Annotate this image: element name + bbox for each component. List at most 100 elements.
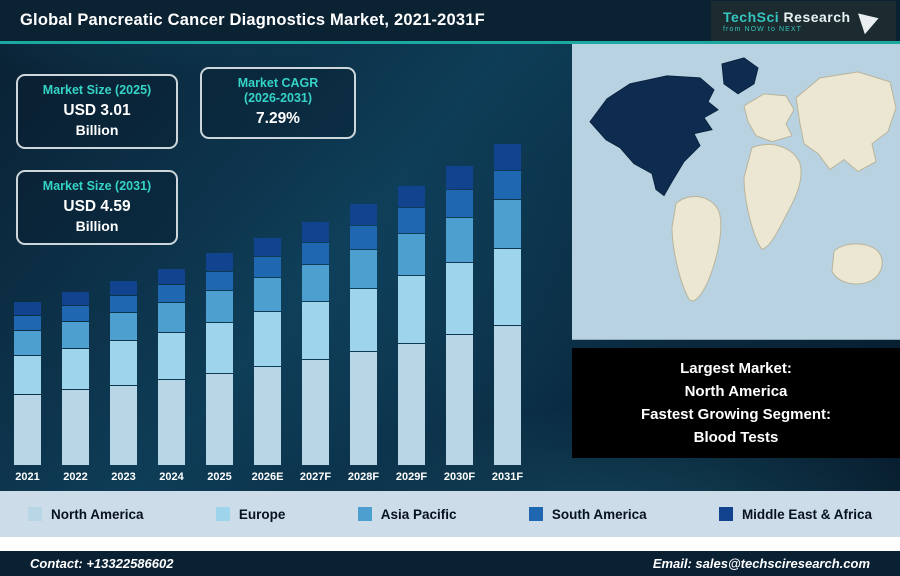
bar-stack xyxy=(158,268,185,465)
stat-label: Market Size (2025) xyxy=(42,83,152,97)
stat-value: 7.29% xyxy=(256,110,300,127)
bar-2022: 2022 xyxy=(62,291,89,483)
bar-segment-europe xyxy=(254,312,281,367)
bar-stack xyxy=(350,204,377,465)
x-axis-label: 2022 xyxy=(63,471,88,483)
bar-segment-south-america xyxy=(14,315,41,331)
bar-segment-middle-east-africa xyxy=(110,280,137,296)
x-axis-label: 2029F xyxy=(395,471,428,483)
bar-stack xyxy=(110,280,137,465)
note-fastest-segment-value: Blood Tests xyxy=(693,429,779,446)
bar-2027F: 2027F xyxy=(300,222,331,483)
bar-segment-europe xyxy=(158,332,185,380)
bar-segment-north-america xyxy=(254,367,281,465)
bar-2021: 2021 xyxy=(14,302,41,483)
map-region-north-america xyxy=(589,75,719,197)
map-region-greenland xyxy=(721,57,759,95)
x-axis-label: 2021 xyxy=(15,471,40,483)
stat-value: USD 3.01 xyxy=(63,102,131,119)
bar-segment-europe xyxy=(446,263,473,335)
bar-segment-north-america xyxy=(350,351,377,465)
bar-segment-south-america xyxy=(206,271,233,291)
stat-unit: Billion xyxy=(75,122,119,138)
bar-segment-north-america xyxy=(398,343,425,465)
bar-segment-north-america xyxy=(62,390,89,465)
map-region-australia xyxy=(831,243,883,285)
map-region-europe xyxy=(743,93,795,143)
legend-color-swatch xyxy=(28,507,42,521)
bar-segment-asia-pacific xyxy=(350,249,377,289)
logo-arrow-icon xyxy=(857,7,882,34)
legend-label: Asia Pacific xyxy=(380,506,457,522)
bar-stack xyxy=(62,291,89,465)
stat-label: Market Size (2031) xyxy=(42,179,152,193)
bar-segment-middle-east-africa xyxy=(158,268,185,284)
bar-segment-europe xyxy=(14,356,41,395)
legend-item-north-america: North America xyxy=(28,507,144,522)
footer-contact: Contact: +13322586602 xyxy=(30,556,174,571)
stat-value: USD 4.59 xyxy=(63,198,131,215)
bar-segment-middle-east-africa xyxy=(302,222,329,242)
chart-panel: Market Size (2025) USD 3.01 Billion Mark… xyxy=(0,44,572,491)
bar-2030F: 2030F xyxy=(443,165,476,483)
stat-label: Market CAGR xyxy=(237,76,319,90)
bar-segment-asia-pacific xyxy=(398,233,425,276)
footer: Contact: +13322586602 Email: sales@techs… xyxy=(0,549,900,576)
bar-segment-south-america xyxy=(494,170,521,200)
legend-item-middle-east-africa: Middle East & Africa xyxy=(718,506,872,522)
bar-segment-middle-east-africa xyxy=(206,253,233,271)
world-map-svg xyxy=(572,44,900,339)
x-axis-label: 2023 xyxy=(111,471,136,483)
bar-2024: 2024 xyxy=(158,268,185,483)
bar-segment-south-america xyxy=(350,226,377,249)
stat-market-cagr: Market CAGR (2026-2031) 7.29% xyxy=(200,67,356,139)
header: Global Pancreatic Cancer Diagnostics Mar… xyxy=(0,0,900,44)
bar-segment-south-america xyxy=(398,208,425,233)
x-axis-label: 2025 xyxy=(207,471,232,483)
x-axis-label: 2030F xyxy=(443,471,476,483)
bar-segment-north-america xyxy=(446,335,473,465)
bar-segment-europe xyxy=(302,301,329,360)
note-fastest-segment-label: Fastest Growing Segment: xyxy=(640,406,832,423)
bar-segment-middle-east-africa xyxy=(350,204,377,226)
logo-brand-primary: TechSci xyxy=(723,8,780,25)
legend-item-asia-pacific: Asia Pacific xyxy=(357,506,457,522)
legend-color-swatch xyxy=(357,507,372,521)
stat-unit: Billion xyxy=(75,218,119,234)
bar-segment-south-america xyxy=(110,296,137,313)
bar-segment-middle-east-africa xyxy=(398,185,425,208)
bar-segment-north-america xyxy=(206,373,233,465)
bar-segment-south-america xyxy=(62,306,89,322)
bar-segment-middle-east-africa xyxy=(254,238,281,257)
bar-segment-europe xyxy=(494,248,521,325)
legend-label: North America xyxy=(51,506,144,522)
bar-stack xyxy=(14,302,41,465)
bar-segment-asia-pacific xyxy=(14,331,41,356)
bar-segment-europe xyxy=(62,348,89,390)
stacked-bar-chart: 2021 2022 2023 2024 2025 2026E 2027F 2028F 2029F… xyxy=(14,144,523,483)
bar-segment-europe xyxy=(110,341,137,385)
bar-segment-europe xyxy=(398,276,425,343)
bar-stack xyxy=(446,165,473,465)
stat-market-size-2025: Market Size (2025) USD 3.01 Billion xyxy=(16,74,178,149)
bar-segment-middle-east-africa xyxy=(62,291,89,306)
bar-stack xyxy=(494,144,521,465)
logo-brand: TechSci Research xyxy=(723,9,851,25)
bar-2028F: 2028F xyxy=(348,204,379,483)
divider xyxy=(0,537,900,549)
stat-market-size-2031: Market Size (2031) USD 4.59 Billion xyxy=(16,170,178,245)
bar-stack xyxy=(254,238,281,465)
legend-label: Middle East & Africa xyxy=(741,506,872,522)
legend-color-swatch xyxy=(215,507,230,521)
legend-color-swatch xyxy=(528,507,543,521)
logo-text: TechSci Research from NOW to NEXT xyxy=(723,9,851,33)
note-largest-market-label: Largest Market: xyxy=(680,360,792,377)
map-panel: Largest Market: North America Fastest Gr… xyxy=(572,44,900,491)
note-largest-market-value: North America xyxy=(684,383,788,400)
bar-segment-north-america xyxy=(302,360,329,465)
bar-segment-asia-pacific xyxy=(302,264,329,301)
legend-label: South America xyxy=(551,506,647,522)
map-region-africa xyxy=(743,144,802,250)
bar-2029F: 2029F xyxy=(395,185,428,483)
